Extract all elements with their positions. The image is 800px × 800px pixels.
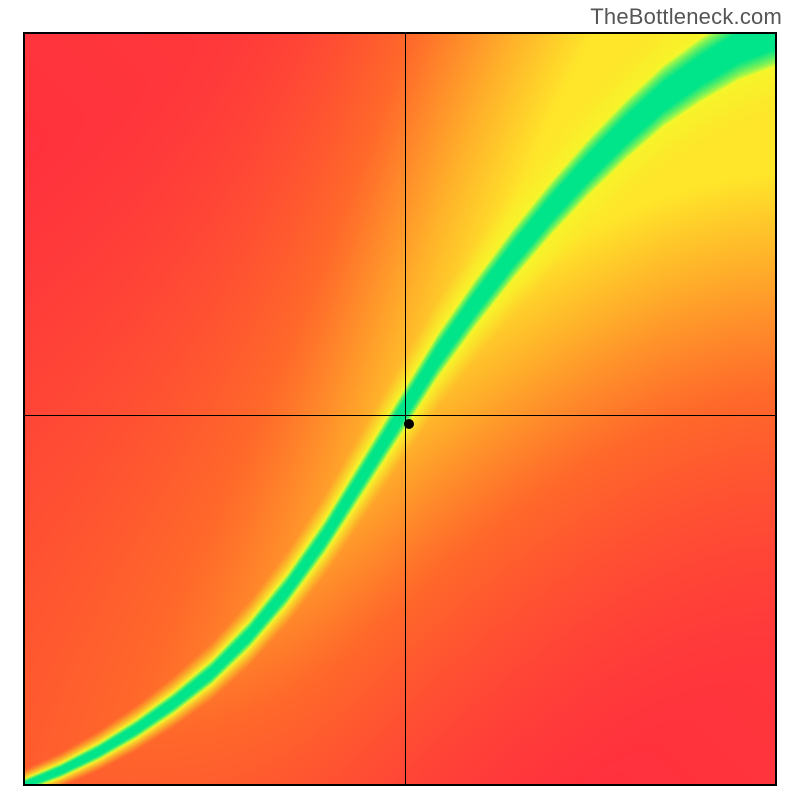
watermark-text: TheBottleneck.com — [590, 4, 782, 30]
plot-area — [23, 32, 777, 786]
crosshair-horizontal — [23, 415, 777, 416]
crosshair-vertical — [405, 32, 406, 786]
heatmap-canvas — [23, 32, 777, 786]
